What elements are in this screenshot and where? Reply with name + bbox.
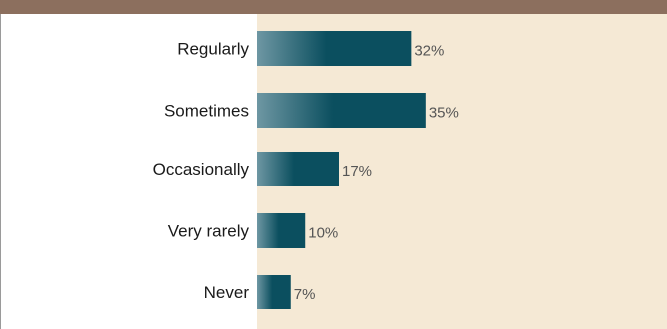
category-label: Never bbox=[204, 283, 250, 302]
bar-occasionally bbox=[257, 152, 339, 186]
bars-group: Regularly 32% Sometimes 35% Occasionally 17% V… bbox=[153, 31, 459, 309]
left-border bbox=[0, 14, 1, 329]
category-label: Sometimes bbox=[164, 102, 249, 121]
category-label: Occasionally bbox=[153, 160, 250, 179]
category-label-panel bbox=[1, 14, 257, 329]
bar-sometimes bbox=[257, 93, 426, 128]
category-label: Very rarely bbox=[168, 222, 250, 241]
bar-very-rarely bbox=[257, 213, 306, 248]
value-label: 35% bbox=[429, 105, 459, 122]
bar-never bbox=[257, 275, 291, 309]
value-label: 10% bbox=[308, 225, 338, 242]
value-label: 7% bbox=[294, 286, 316, 303]
value-label: 17% bbox=[342, 163, 372, 180]
value-label: 32% bbox=[414, 43, 444, 60]
bar-regularly bbox=[257, 31, 412, 66]
category-label: Regularly bbox=[177, 40, 249, 59]
top-band bbox=[0, 0, 667, 14]
